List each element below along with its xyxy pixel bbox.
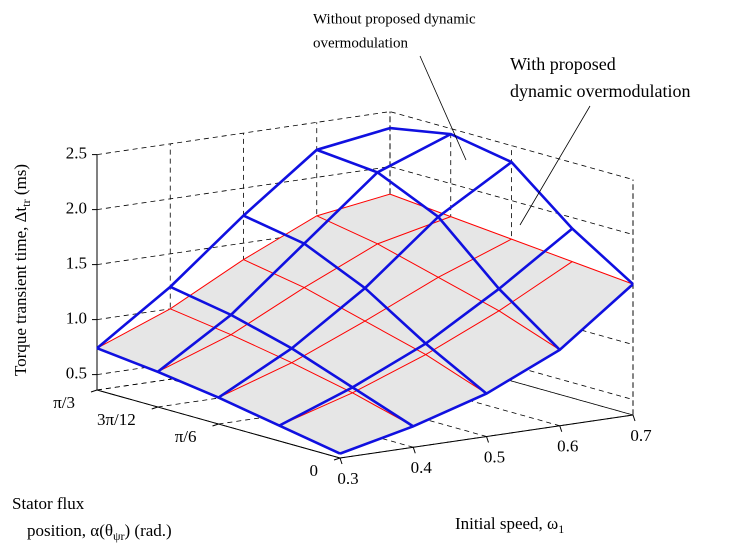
- annotation-with-2: dynamic overmodulation: [510, 81, 690, 101]
- z-tick-label: 2.0: [66, 199, 87, 218]
- y-tick: [151, 406, 158, 410]
- surface-patch: [218, 362, 353, 426]
- y-tick-label: 3π/12: [97, 410, 136, 429]
- z-tick-label: 1.0: [66, 309, 87, 328]
- y-tick-label: π/6: [175, 427, 197, 446]
- annotation-without-2: overmodulation: [313, 35, 408, 51]
- surface-patch: [157, 334, 292, 398]
- z-label-unit: (ms): [11, 164, 30, 199]
- surface-patch: [97, 308, 231, 372]
- z-tick-label: 1.5: [66, 254, 87, 273]
- surface-patch: [316, 194, 451, 244]
- z-tick-label: 0.5: [66, 364, 87, 383]
- surface-line: [242, 214, 488, 395]
- surface-line: [169, 285, 414, 428]
- surface-patch: [231, 287, 365, 363]
- surface-line: [96, 346, 341, 455]
- surface-patch: [170, 259, 305, 335]
- y-tick: [212, 423, 219, 427]
- y-tick-label: π/3: [53, 393, 75, 412]
- y-label-end: ) (rad.): [125, 521, 172, 540]
- surface-line: [170, 308, 414, 427]
- grid: [90, 111, 636, 465]
- surface-line: [243, 259, 487, 395]
- y-tick: [333, 457, 341, 461]
- x-tick-label: 0.3: [337, 469, 358, 488]
- z-label-main: Torque transient time, Δt: [11, 206, 30, 376]
- annotation-without-1: Without proposed dynamic: [313, 11, 476, 27]
- surface-line: [316, 148, 561, 351]
- grid-line: [218, 145, 512, 425]
- annotation-pointer: [419, 55, 467, 161]
- y-label-sub: ψr: [113, 529, 125, 543]
- y-label-main: position, α(θ: [27, 521, 113, 540]
- surface-patch: [365, 277, 499, 355]
- labels: Torque transient time, Δttr (ms) Initial…: [11, 11, 691, 542]
- x-label-sub: 1: [558, 522, 564, 536]
- surface-line: [389, 126, 634, 286]
- x-label-main: Initial speed, ω: [455, 514, 558, 533]
- x-tick: [559, 425, 563, 432]
- x-tick-label: 0.6: [557, 437, 578, 456]
- z-axis-label: Torque transient time, Δttr (ms): [11, 164, 33, 376]
- x-tick: [339, 457, 343, 465]
- annotation-with-1: With proposed: [510, 54, 616, 74]
- x-axis-label: Initial speed, ω1: [455, 514, 564, 536]
- x-tick: [412, 447, 416, 454]
- grid-line: [339, 179, 634, 459]
- x-tick-label: 0.7: [630, 426, 652, 445]
- surface-patch: [425, 310, 560, 394]
- surfaces: [96, 126, 634, 455]
- y-axis-label-2: position, α(θψr) (rad.): [27, 521, 172, 543]
- surface-line: [316, 215, 561, 351]
- x-tick: [632, 414, 636, 422]
- surface-line: [389, 193, 634, 285]
- surface-patch: [291, 321, 426, 393]
- z-tick-label: 2.5: [66, 144, 87, 163]
- grid-line: [96, 111, 391, 391]
- annotation-pointer: [519, 105, 591, 226]
- x-tick: [486, 436, 489, 443]
- z-label-sub: tr: [19, 199, 33, 206]
- surface-patch: [499, 261, 633, 350]
- y-tick: [90, 389, 98, 393]
- y-tick-label: 0: [310, 461, 319, 480]
- x-tick-label: 0.5: [484, 447, 505, 466]
- x-tick-label: 0.4: [411, 458, 433, 477]
- y-axis-label-1: Stator flux: [12, 494, 85, 513]
